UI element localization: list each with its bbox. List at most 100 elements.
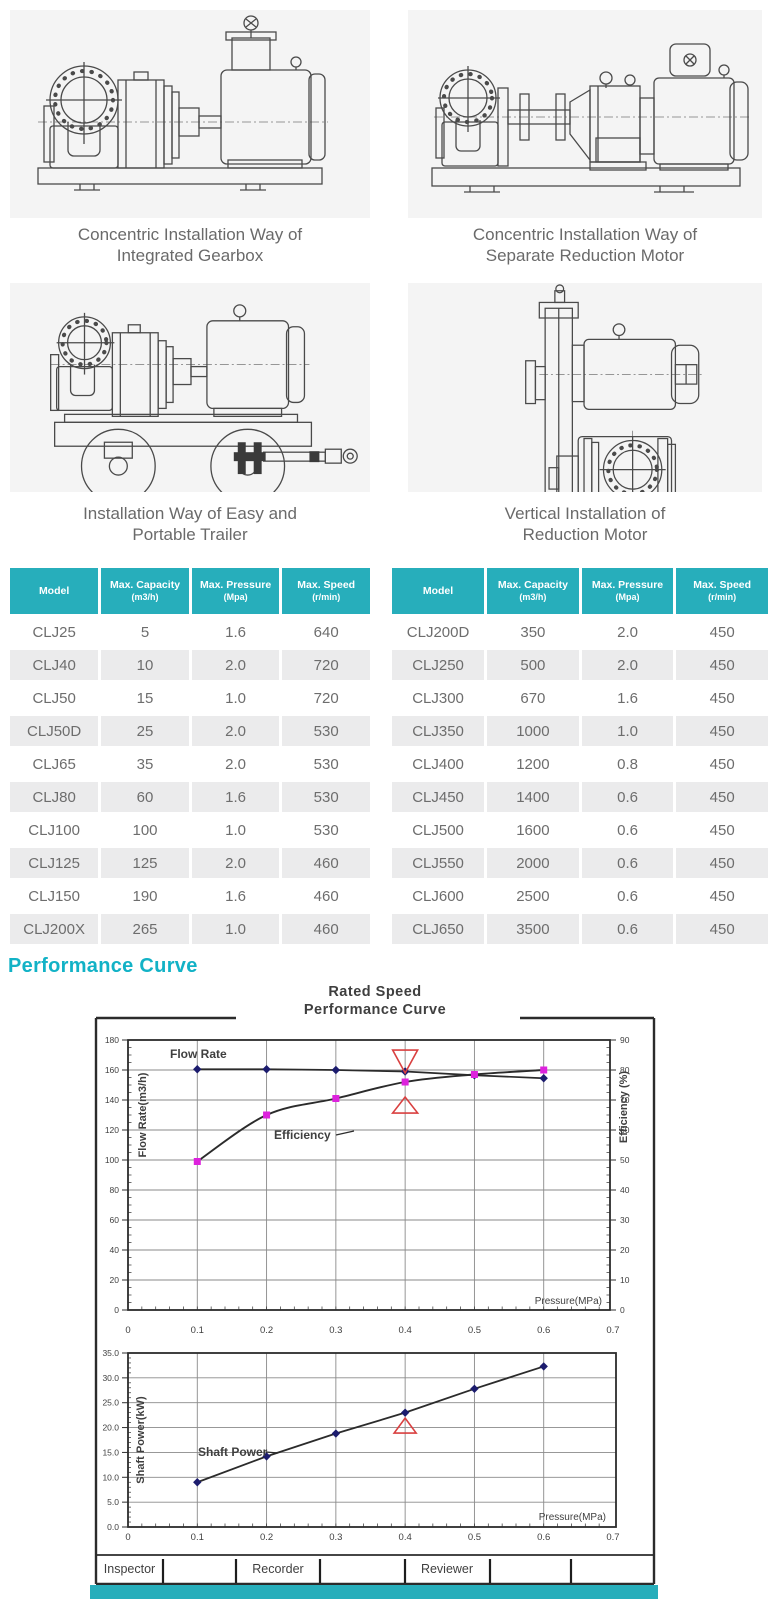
- figure-panel-integrated-gearbox: [10, 10, 370, 218]
- spec-table-left: Model Max. Capacity (m3/h) Max. Pressure (Mp…: [7, 565, 373, 947]
- table-cell: 35: [101, 749, 189, 779]
- svg-text:0.2: 0.2: [260, 1325, 273, 1336]
- table-cell: CLJ65: [10, 749, 99, 779]
- table-cell: 0.6: [581, 914, 674, 944]
- series-shaft-power: [193, 1362, 548, 1487]
- table-row: CLJ125 125 2.0 460: [10, 848, 370, 878]
- table-cell: 530: [282, 815, 370, 845]
- table-row: CLJ400 1200 0.8 450: [392, 749, 768, 779]
- caption-line: Concentric Installation Way of: [77, 225, 303, 244]
- svg-text:0.5: 0.5: [468, 1325, 481, 1336]
- table-cell: 450: [676, 683, 768, 713]
- svg-text:Recorder: Recorder: [252, 1562, 303, 1576]
- svg-text:0: 0: [620, 1305, 625, 1315]
- table-cell: CLJ100: [10, 815, 99, 845]
- table-cell: 2.0: [191, 848, 280, 878]
- table-row: CLJ25 5 1.6 640: [10, 617, 370, 647]
- table-cell: 2000: [487, 848, 579, 878]
- table-cell: 500: [487, 650, 579, 680]
- table-cell: CLJ300: [392, 683, 485, 713]
- svg-text:90: 90: [620, 1035, 630, 1045]
- svg-text:0.2: 0.2: [260, 1532, 273, 1543]
- svg-text:20.0: 20.0: [102, 1423, 119, 1433]
- table-cell: 450: [676, 848, 768, 878]
- svg-text:Pressure(MPa): Pressure(MPa): [539, 1512, 606, 1523]
- table-cell: CLJ550: [392, 848, 485, 878]
- header-row: Model Max. Capacity (m3/h) Max. Pressure (Mp…: [392, 568, 768, 614]
- table-cell: 450: [676, 617, 768, 647]
- svg-text:50: 50: [620, 1155, 630, 1165]
- caption-line: Portable Trailer: [132, 525, 248, 544]
- table-cell: 450: [676, 914, 768, 944]
- table-cell: 450: [676, 815, 768, 845]
- table-cell: CLJ200X: [10, 914, 99, 944]
- svg-text:0: 0: [125, 1325, 130, 1336]
- table-row: CLJ200D 350 2.0 450: [392, 617, 768, 647]
- table-row: CLJ65 35 2.0 530: [10, 749, 370, 779]
- table-cell: CLJ250: [392, 650, 485, 680]
- table-cell: CLJ125: [10, 848, 99, 878]
- svg-text:10: 10: [620, 1275, 630, 1285]
- column-header: Max. Speed (r/min): [282, 568, 370, 614]
- pump-drawing-integrated-gearbox-icon: [37, 15, 328, 191]
- table-cell: 1.0: [581, 716, 674, 746]
- table-cell: 530: [282, 716, 370, 746]
- table-cell: 450: [676, 782, 768, 812]
- pump-drawing-separate-reduction-motor-icon: [431, 43, 752, 193]
- svg-text:35.0: 35.0: [102, 1348, 119, 1358]
- table-cell: 0.6: [581, 881, 674, 911]
- table-cell: 450: [676, 749, 768, 779]
- gridlines: [128, 1353, 616, 1527]
- table-row: CLJ300 670 1.6 450: [392, 683, 768, 713]
- table-cell: 5: [101, 617, 189, 647]
- caption-line: Installation Way of Easy and: [83, 504, 297, 523]
- svg-text:0.7: 0.7: [606, 1532, 619, 1543]
- table-cell: 2.0: [581, 650, 674, 680]
- svg-text:0.3: 0.3: [329, 1532, 342, 1543]
- table-row: CLJ50D 25 2.0 530: [10, 716, 370, 746]
- table-row: CLJ350 1000 1.0 450: [392, 716, 768, 746]
- pump-drawing-portable-trailer-icon: [50, 304, 358, 492]
- svg-text:30.0: 30.0: [102, 1373, 119, 1383]
- table-cell: 1.6: [191, 617, 280, 647]
- table-cell: 1.6: [191, 881, 280, 911]
- table-cell: 530: [282, 749, 370, 779]
- table-cell: CLJ80: [10, 782, 99, 812]
- performance-curve-figure: Rated Speed Performance Curve 180 160 140 120…: [94, 984, 656, 1586]
- table-row: CLJ600 2500 0.6 450: [392, 881, 768, 911]
- table-cell: 3500: [487, 914, 579, 944]
- table-cell: CLJ150: [10, 881, 99, 911]
- table-cell: 460: [282, 914, 370, 944]
- svg-text:0.1: 0.1: [191, 1532, 204, 1543]
- table-cell: 0.6: [581, 782, 674, 812]
- table-row: CLJ650 3500 0.6 450: [392, 914, 768, 944]
- operating-point-marker: [392, 1416, 418, 1434]
- table-cell: CLJ200D: [392, 617, 485, 647]
- figure-caption: Installation Way of Easy and Portable Tr…: [10, 503, 370, 545]
- svg-text:70: 70: [620, 1095, 630, 1105]
- pump-drawing-vertical-installation-icon: [525, 284, 705, 492]
- table-cell: 265: [101, 914, 189, 944]
- svg-text:Rated Speed: Rated Speed: [328, 984, 421, 1000]
- caption-line: Integrated Gearbox: [116, 246, 264, 265]
- table-cell: CLJ50: [10, 683, 99, 713]
- table-row: CLJ100 100 1.0 530: [10, 815, 370, 845]
- svg-text:40: 40: [620, 1185, 630, 1195]
- table-cell: CLJ450: [392, 782, 485, 812]
- table-cell: 2.0: [191, 650, 280, 680]
- svg-text:Efficiency (%): Efficiency (%): [618, 1071, 630, 1143]
- column-header: Max. Pressure (Mpa): [191, 568, 280, 614]
- svg-text:100: 100: [105, 1155, 119, 1165]
- caption-line: Separate Reduction Motor: [485, 246, 685, 265]
- table-cell: 1.0: [191, 683, 280, 713]
- table-cell: 0.6: [581, 848, 674, 878]
- svg-text:160: 160: [105, 1065, 119, 1075]
- spec-table-right: Model Max. Capacity (m3/h) Max. Pressure (Mp…: [389, 565, 770, 947]
- svg-text:Shaft Power(kW): Shaft Power(kW): [135, 1396, 147, 1484]
- svg-text:25.0: 25.0: [102, 1398, 119, 1408]
- table-cell: CLJ600: [392, 881, 485, 911]
- svg-text:5.0: 5.0: [107, 1497, 119, 1507]
- table-cell: 460: [282, 881, 370, 911]
- table-cell: 450: [676, 650, 768, 680]
- table-row: CLJ450 1400 0.6 450: [392, 782, 768, 812]
